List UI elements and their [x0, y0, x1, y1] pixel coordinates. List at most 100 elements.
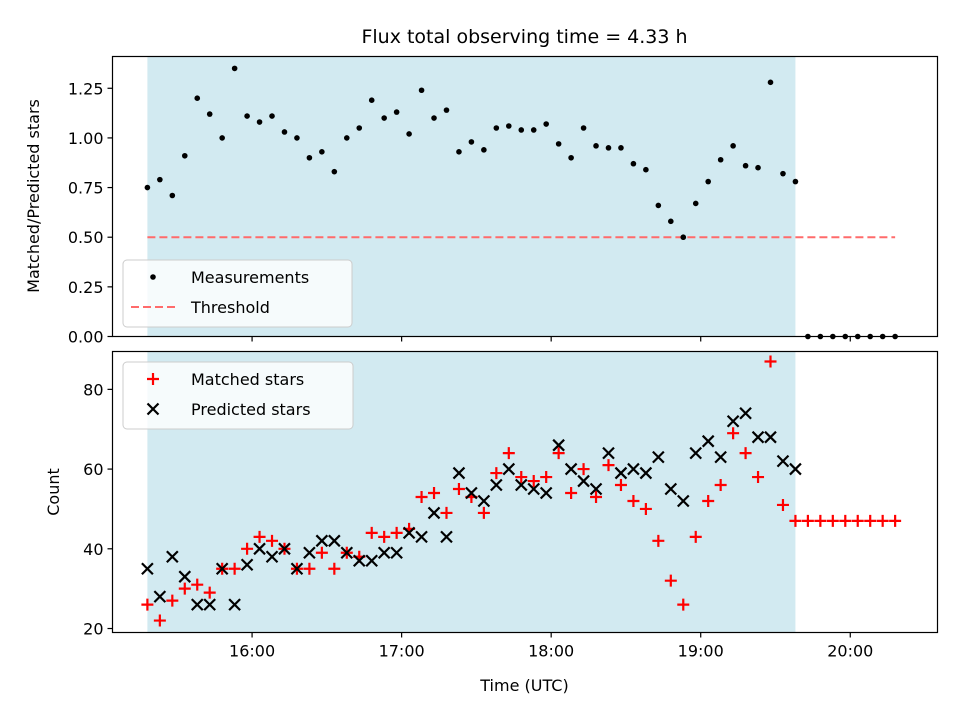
count-panel: 20 40 60 80 16:00 17:00 18:00 19:00 20:00 Count…	[44, 350, 939, 695]
matched-star-point	[689, 530, 702, 543]
matched-star-point	[552, 447, 565, 460]
predicted-star-point	[614, 466, 628, 480]
matched-star-point	[577, 463, 590, 476]
predicted-star-point	[789, 462, 802, 476]
matched-star-point	[241, 542, 254, 555]
predicted-star-point	[240, 558, 254, 572]
predicted-star-point	[751, 430, 765, 444]
measurement-point	[294, 135, 300, 141]
matched-star-point	[540, 471, 553, 484]
y-tick-label: 0.75	[68, 179, 104, 198]
measurement-point	[306, 154, 313, 161]
predicted-star-point	[253, 542, 266, 556]
ratio-x-axis	[251, 336, 851, 342]
legend-matched-label: Matched stars	[191, 370, 304, 389]
predicted-star-point	[714, 450, 727, 464]
measurement-point	[319, 149, 325, 155]
measurement-point	[593, 143, 599, 149]
predicted-star-point	[215, 562, 229, 576]
predicted-star-point	[564, 462, 578, 476]
matched-star-point	[764, 355, 777, 368]
measurement-point	[281, 129, 288, 135]
chart-title: Flux total observing time = 4.33 h	[361, 26, 687, 48]
matched-star-point	[814, 514, 827, 527]
count-panel-frame	[111, 350, 939, 634]
matched-star-point	[502, 447, 515, 460]
matched-star-point	[365, 526, 378, 539]
measurement-point	[256, 119, 263, 125]
measurement-point	[194, 95, 201, 102]
matched-star-point	[253, 530, 266, 543]
measurement-point	[730, 143, 736, 149]
matched-star-point	[801, 514, 814, 527]
count-legend: Matched stars Predicted stars	[122, 361, 354, 430]
matched-star-point	[228, 562, 241, 575]
measurement-point	[493, 125, 500, 131]
matched-star-point	[714, 479, 727, 492]
predicted-star-point	[627, 462, 640, 476]
measurement-point	[169, 192, 176, 199]
count-points	[141, 355, 902, 627]
matched-star-point	[864, 514, 877, 527]
predicted-star-point	[701, 434, 715, 448]
matched-star-point	[428, 486, 441, 499]
matched-star-point	[876, 514, 889, 527]
matched-star-point	[477, 506, 490, 519]
matched-star-point	[440, 506, 453, 519]
measurement-point	[755, 164, 761, 171]
matched-star-point	[839, 514, 852, 527]
matched-star-point	[590, 490, 603, 503]
matched-star-point	[727, 427, 740, 440]
x-tick-label: 18:00	[528, 642, 574, 661]
predicted-star-point	[228, 598, 241, 611]
matched-star-point	[664, 574, 677, 587]
y-tick-label: 20	[83, 620, 103, 639]
predicted-star-point	[539, 486, 553, 500]
y-tick-label: 40	[83, 540, 103, 559]
predicted-star-point	[352, 554, 366, 568]
predicted-star-point	[514, 478, 528, 492]
predicted-star-point	[203, 598, 216, 611]
measurement-point	[343, 135, 350, 141]
matched-star-point	[452, 483, 465, 496]
predicted-star-point	[365, 554, 378, 568]
matched-star-point	[527, 475, 540, 488]
predicted-star-point	[676, 494, 690, 508]
predicted-star-point	[726, 414, 740, 428]
legend-predicted-label: Predicted stars	[191, 400, 311, 419]
predicted-star-point	[465, 486, 478, 500]
predicted-star-point	[440, 530, 453, 544]
predicted-star-point	[452, 466, 466, 480]
predicted-star-point	[589, 482, 603, 496]
measurement-point	[269, 113, 275, 119]
ratio-panel: 0.00 0.25 0.50 0.75 1.00 1.25 Matched/Predict…	[24, 55, 939, 347]
matched-star-point	[153, 614, 166, 627]
predicted-star-point	[402, 526, 416, 540]
measurement-point	[568, 154, 574, 161]
predicted-star-point	[315, 534, 329, 548]
predicted-star-point	[639, 466, 653, 480]
measurement-point	[692, 200, 699, 207]
matched-star-point	[652, 534, 665, 547]
predicted-star-point	[178, 570, 192, 583]
matched-star-point	[627, 494, 640, 507]
matched-star-point	[789, 514, 802, 527]
predicted-star-point	[303, 546, 316, 560]
predicted-star-point	[377, 546, 391, 560]
y-tick-label: 60	[83, 460, 103, 479]
predicted-star-point	[390, 546, 403, 560]
predicted-star-point	[689, 446, 703, 460]
measurement-point	[219, 135, 225, 141]
measurement-point	[418, 87, 425, 94]
measurement-point	[643, 166, 649, 173]
matched-star-point	[315, 546, 328, 559]
measurement-point	[555, 141, 562, 147]
predicted-star-point	[552, 438, 565, 452]
matched-star-point	[166, 594, 179, 607]
matched-star-point	[203, 586, 216, 599]
matched-star-point	[565, 486, 578, 499]
matched-star-point	[851, 514, 864, 527]
measurement-point	[456, 149, 462, 155]
matched-star-point	[378, 530, 391, 543]
measurement-point	[543, 121, 549, 127]
